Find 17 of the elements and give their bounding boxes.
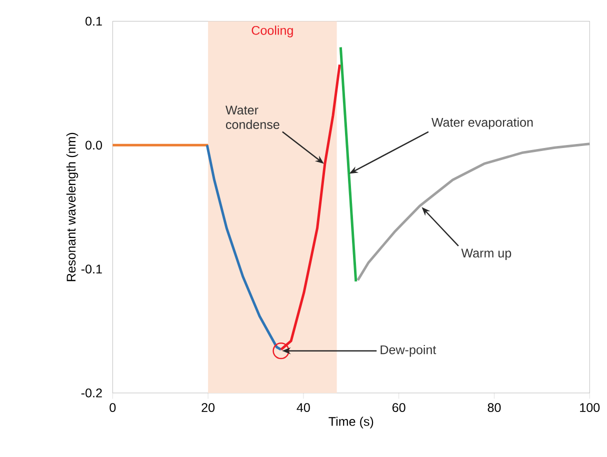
x-tick-label: 40 [296, 403, 310, 412]
y-tick-label: 0.0 [86, 140, 102, 150]
x-tick-label: 80 [488, 403, 501, 412]
annotation: Dew-point [380, 345, 436, 357]
y-tick-label: -0.1 [81, 264, 102, 274]
band-label: Cooling [252, 26, 293, 38]
x-tick-label: 0 [110, 403, 116, 412]
x-axis-title: Time (s) [328, 416, 374, 429]
annotation: Warm up [461, 248, 512, 260]
annotation: Water condense [226, 106, 280, 130]
y-tick-label: 0.1 [86, 16, 102, 26]
x-tick-label: 60 [392, 403, 406, 412]
annotation: Water evaporation [431, 118, 533, 130]
x-tick-label: 20 [202, 403, 215, 412]
y-axis-title: Resonant wavelength (nm) [66, 133, 78, 282]
y-tick-label: -0.2 [81, 388, 102, 398]
x-tick-label: 100 [580, 403, 600, 412]
